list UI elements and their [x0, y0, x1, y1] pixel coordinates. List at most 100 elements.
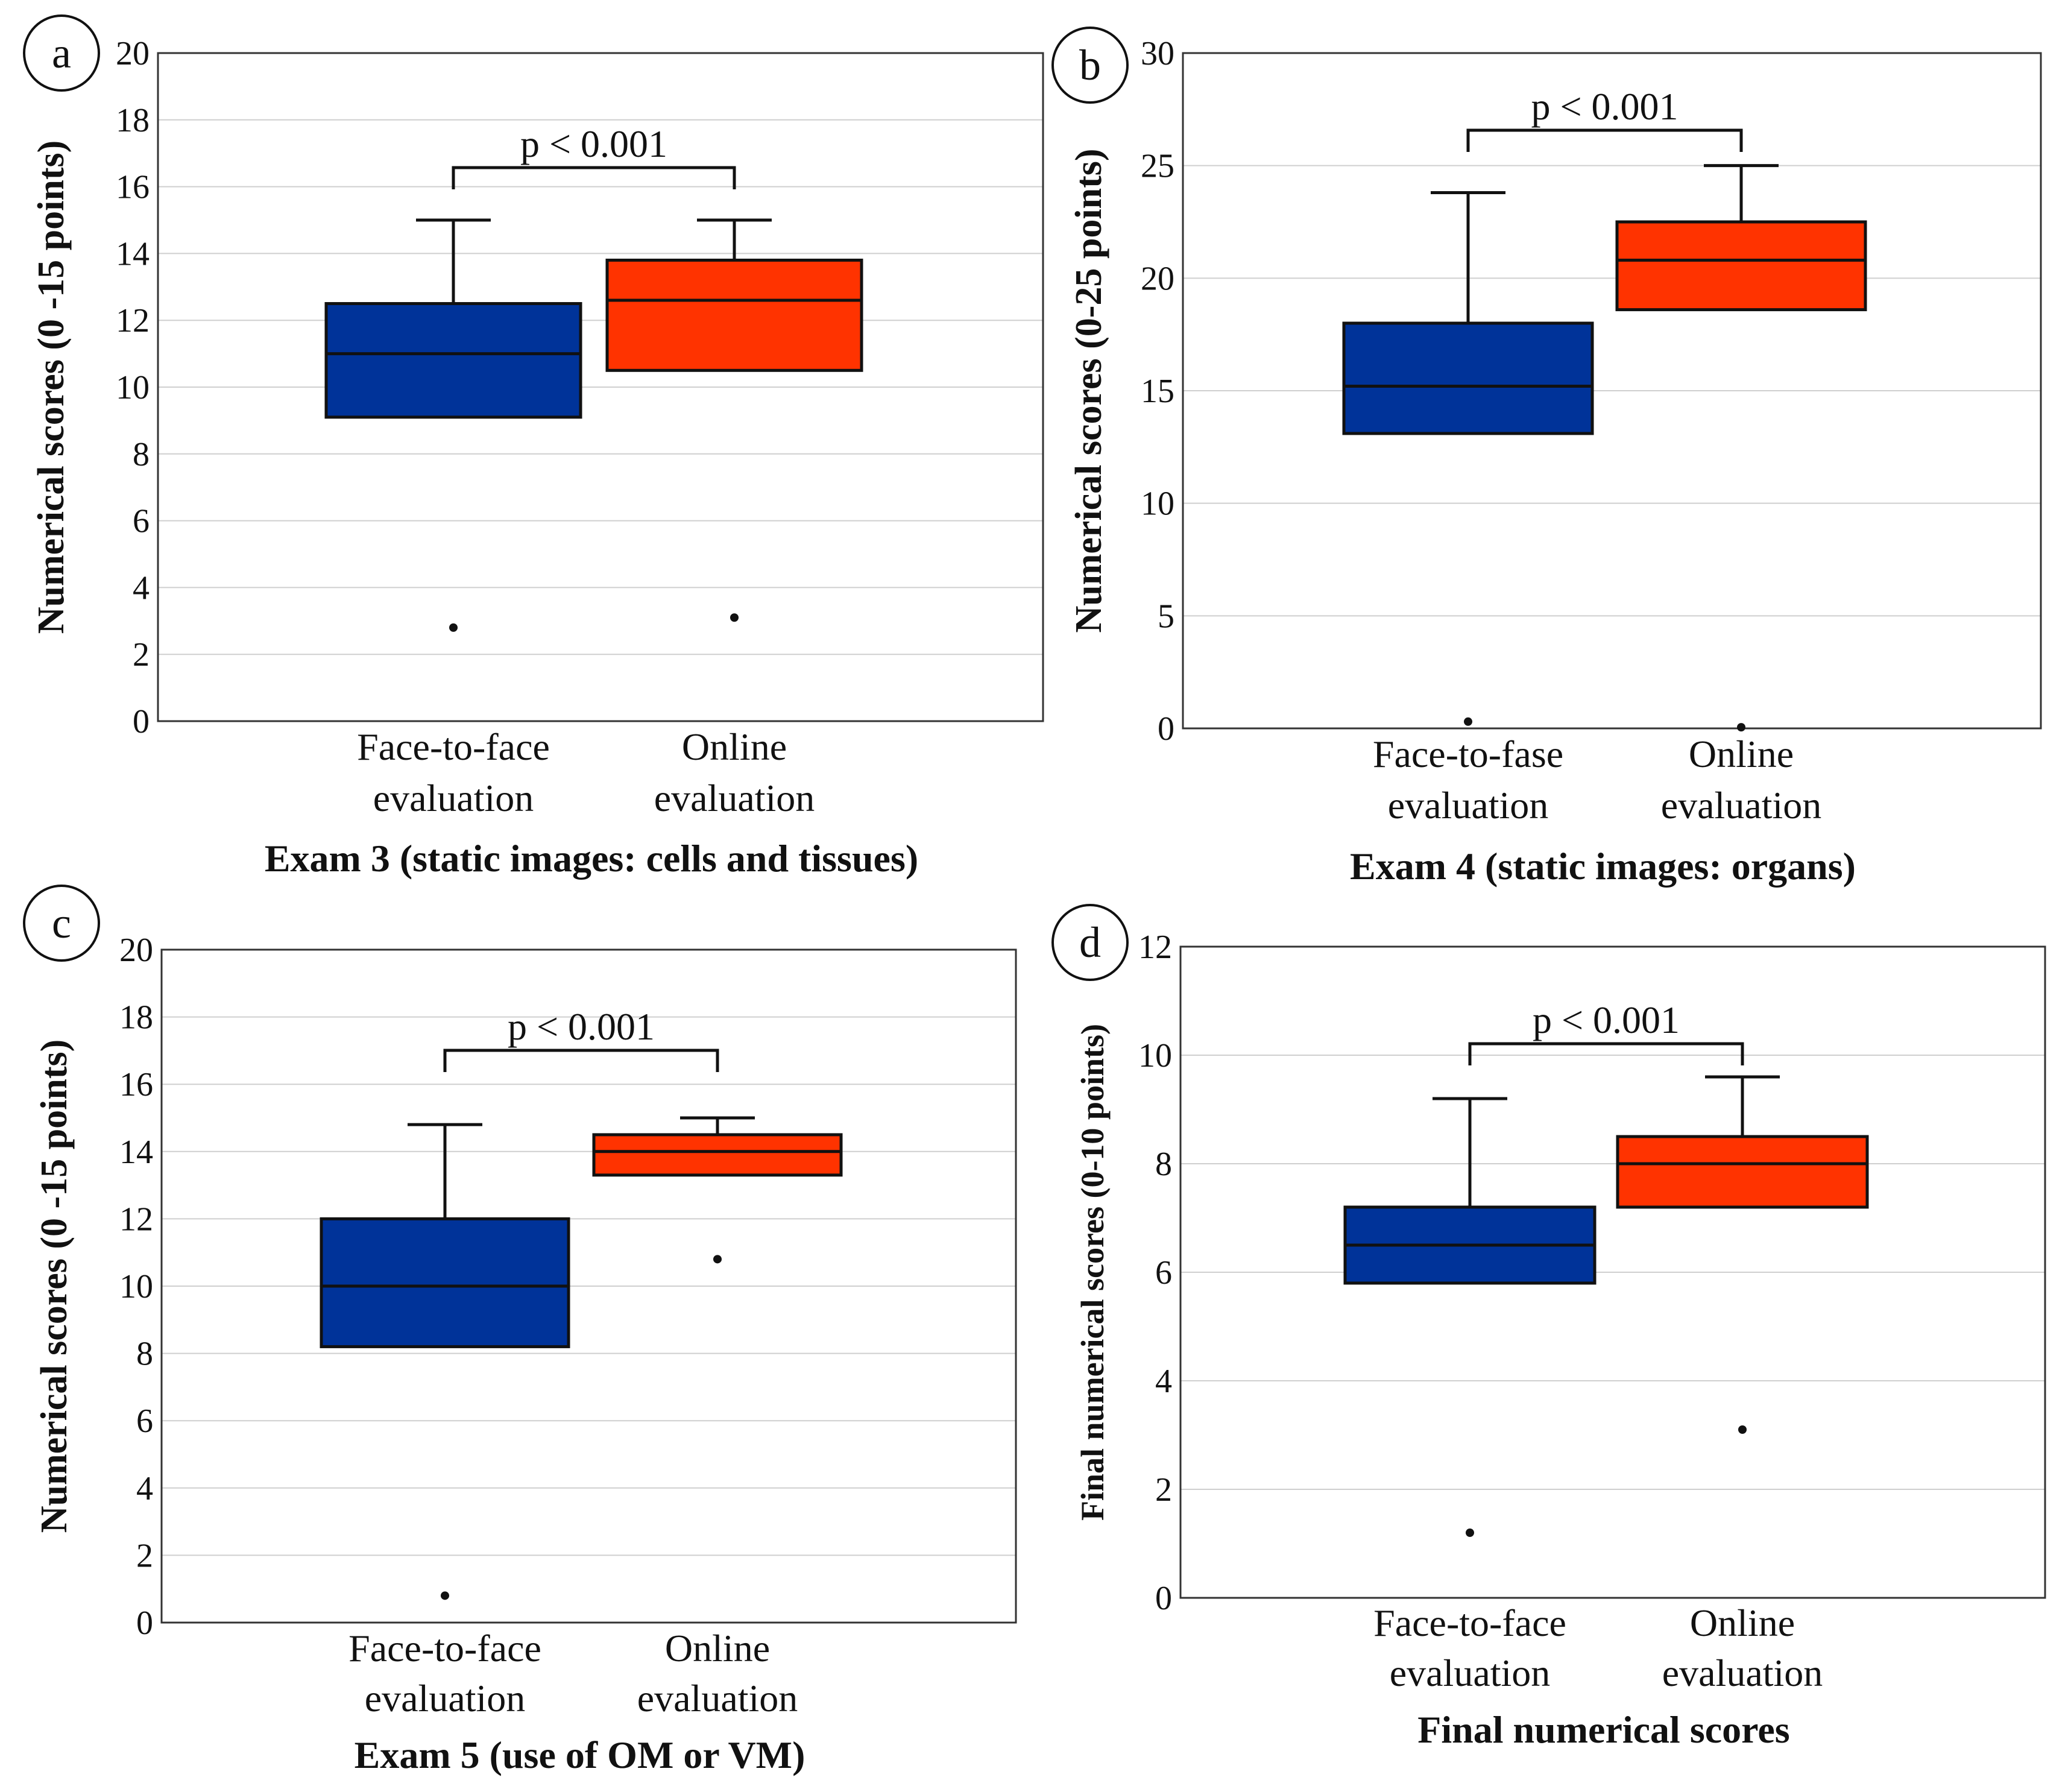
y-tick-label: 15 [1141, 373, 1174, 410]
panel-letter: d [1079, 918, 1101, 967]
y-tick-label: 0 [1155, 1580, 1172, 1617]
x-category-label: evaluation [1390, 1652, 1551, 1694]
y-tick-label: 6 [136, 1402, 153, 1440]
y-tick-label: 14 [119, 1134, 153, 1171]
panel-letter: b [1079, 41, 1101, 89]
outlier-point [441, 1591, 449, 1600]
panel-b: 0 5 10 15 20 25 30 Face-to-fase evaluation Online… [1051, 27, 2042, 888]
panel-d: 0 2 4 6 8 10 12 Face-to-face evaluation Online eva… [1051, 904, 2046, 1751]
y-axis-label: Numerical scores (0-25 points) [1068, 148, 1109, 633]
panel-letter: c [52, 899, 71, 947]
y-tick-label: 10 [1141, 485, 1174, 523]
box-face-to-face [324, 302, 582, 419]
plot-frame [160, 948, 1017, 1624]
plot-frame [157, 52, 1044, 722]
chart-caption: Exam 4 (static images: organs) [1350, 845, 1856, 888]
y-tick-label: 10 [1138, 1037, 1172, 1074]
y-tick-label: 16 [119, 1066, 153, 1103]
x-category-label: Online [1689, 733, 1794, 775]
y-tick-label: 8 [136, 1336, 153, 1373]
y-tick-label: 2 [1155, 1471, 1172, 1509]
outlier-point [449, 623, 458, 632]
y-tick-label: 20 [1141, 260, 1174, 297]
significance-bracket [452, 166, 736, 189]
y-tick-label: 20 [119, 932, 153, 969]
chart-caption: Final numerical scores [1417, 1708, 1789, 1751]
box-online [592, 1133, 843, 1177]
y-axis-label: Final numerical scores (0-10 points) [1074, 1024, 1111, 1521]
y-tick-label: 12 [119, 1200, 153, 1238]
y-tick-label: 6 [133, 503, 150, 540]
panel-letter-circle [23, 14, 100, 92]
x-category-label: evaluation [1661, 784, 1822, 827]
y-tick-label: 12 [116, 302, 150, 339]
x-category-label: evaluation [373, 777, 534, 819]
y-tick-label: 14 [116, 235, 150, 273]
outlier-point [730, 613, 739, 622]
y-tick-label: 0 [136, 1604, 153, 1642]
outlier-point [1466, 1529, 1474, 1537]
y-tick-label: 5 [1158, 598, 1174, 635]
panel-letter-circle [1051, 27, 1129, 104]
y-tick-label: 30 [1141, 35, 1174, 72]
box-online [1615, 220, 1867, 312]
panel-letter: a [52, 29, 71, 77]
panel-a: 0 2 4 6 8 10 12 14 16 18 20 Face-to-face evaluation O… [23, 14, 1044, 880]
y-tick-label: 6 [1155, 1254, 1172, 1292]
x-category-label: Online [682, 725, 787, 768]
x-category-label: Face-to-face [1373, 1601, 1566, 1644]
y-tick-label: 4 [136, 1470, 153, 1507]
significance-bracket [1468, 1042, 1744, 1065]
p-value-label: p < 0.001 [1531, 85, 1678, 128]
panel-letter-circle [23, 885, 100, 962]
outlier-point [1737, 723, 1745, 732]
outlier-point [713, 1255, 722, 1264]
panel-letter-circle [1051, 904, 1129, 981]
y-axis-label: Numerical scores (0 -15 points) [31, 140, 72, 634]
box-face-to-face [320, 1217, 570, 1348]
y-tick-label: 2 [136, 1537, 153, 1574]
significance-bracket [1466, 128, 1743, 152]
y-tick-label: 4 [1155, 1363, 1172, 1400]
y-tick-label: 0 [133, 703, 150, 740]
p-value-label: p < 0.001 [1533, 999, 1680, 1041]
outlier-point [1464, 717, 1472, 726]
box-face-to-face [1342, 321, 1594, 435]
p-value-label: p < 0.001 [508, 1005, 655, 1048]
y-tick-label: 12 [1138, 929, 1172, 966]
box-online [605, 258, 863, 372]
y-tick-label: 8 [1155, 1146, 1172, 1183]
x-category-label: Face-to-face [357, 725, 550, 768]
x-category-label: Online [1690, 1601, 1795, 1644]
x-category-label: evaluation [637, 1677, 798, 1720]
y-axis-label: Numerical scores (0 -15 points) [34, 1040, 75, 1533]
x-category-label: Online [665, 1627, 770, 1670]
y-tick-label: 16 [116, 169, 150, 206]
box-online [1616, 1135, 1869, 1209]
y-tick-label: 18 [119, 999, 153, 1036]
x-category-label: evaluation [1662, 1652, 1823, 1694]
x-category-label: Face-to-face [348, 1627, 541, 1670]
y-tick-label: 0 [1158, 710, 1174, 748]
chart-caption: Exam 5 (use of OM or VM) [355, 1734, 805, 1776]
p-value-label: p < 0.001 [520, 122, 667, 165]
x-category-label: evaluation [1388, 784, 1549, 827]
y-tick-label: 10 [119, 1268, 153, 1305]
x-category-label: Face-to-fase [1373, 733, 1563, 775]
y-tick-label: 20 [116, 35, 150, 72]
x-category-label: evaluation [365, 1677, 526, 1720]
y-tick-label: 10 [116, 369, 150, 406]
plot-frame [1179, 945, 2046, 1599]
chart-caption: Exam 3 (static images: cells and tissues… [265, 837, 918, 880]
y-tick-label: 8 [133, 436, 150, 473]
plot-frame [1182, 52, 2042, 730]
panel-c: 0 2 4 6 8 10 12 14 16 18 20 Face-to-face evaluation O… [23, 885, 1017, 1776]
y-tick-label: 25 [1141, 148, 1174, 185]
x-category-label: evaluation [654, 777, 815, 819]
outlier-point [1738, 1425, 1747, 1434]
y-tick-label: 2 [133, 636, 150, 674]
significance-bracket [443, 1049, 719, 1072]
y-tick-label: 18 [116, 102, 150, 139]
y-tick-label: 4 [133, 569, 150, 607]
